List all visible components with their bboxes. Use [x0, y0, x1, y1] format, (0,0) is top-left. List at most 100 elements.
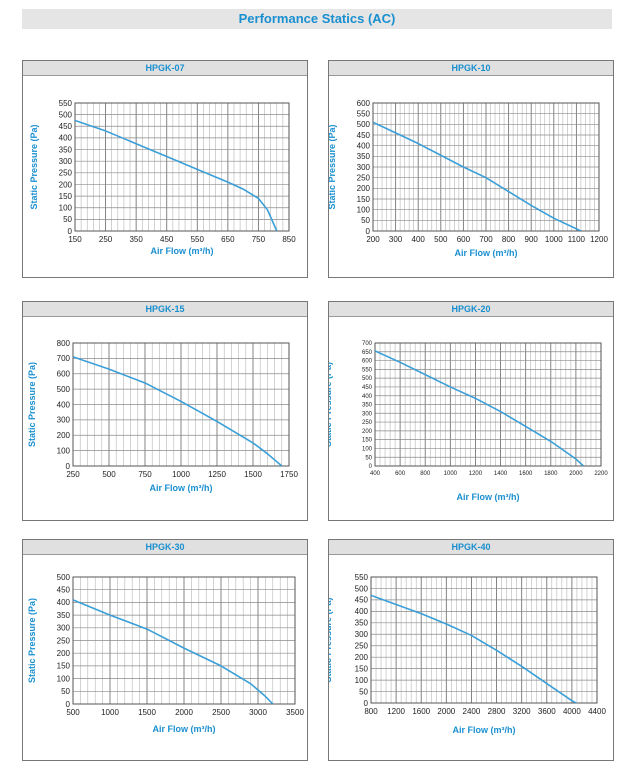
x-tick-label: 1000: [101, 708, 119, 717]
y-tick-label: 0: [66, 700, 71, 709]
y-tick-label: 500: [362, 376, 373, 382]
x-tick-label: 700: [479, 235, 493, 244]
y-tick-label: 150: [355, 664, 369, 673]
y-tick-label: 400: [355, 607, 369, 616]
x-tick-label: 800: [420, 471, 431, 477]
x-tick-label: 300: [389, 235, 403, 244]
y-tick-label: 300: [355, 630, 369, 639]
y-tick-label: 300: [59, 157, 73, 166]
x-tick-label: 4400: [588, 707, 606, 716]
x-tick-label: 2000: [437, 707, 455, 716]
x-tick-label: 250: [66, 470, 80, 479]
x-tick-label: 250: [99, 235, 113, 244]
x-axis-label: Air Flow (m³/h): [453, 725, 516, 735]
y-tick-label: 250: [362, 420, 373, 426]
x-tick-label: 1800: [544, 471, 558, 477]
y-tick-label: 600: [362, 359, 373, 365]
y-tick-label: 550: [355, 573, 369, 582]
y-tick-label: 550: [59, 99, 73, 108]
x-tick-label: 2400: [463, 707, 481, 716]
x-tick-label: 900: [525, 235, 539, 244]
y-tick-label: 150: [357, 195, 371, 204]
x-tick-label: 500: [102, 470, 116, 479]
y-tick-label: 350: [357, 152, 371, 161]
y-tick-label: 250: [357, 173, 371, 182]
y-tick-label: 300: [57, 416, 71, 425]
x-tick-label: 2200: [594, 471, 608, 477]
y-axis-label: Static Pressure (Pa): [329, 362, 333, 447]
x-tick-label: 1000: [172, 470, 190, 479]
y-tick-label: 450: [355, 596, 369, 605]
y-tick-label: 300: [357, 163, 371, 172]
y-tick-label: 300: [57, 624, 71, 633]
y-tick-label: 0: [66, 462, 71, 471]
chart-title: HPGK-20: [329, 302, 613, 317]
x-tick-label: 1600: [519, 471, 533, 477]
y-tick-label: 100: [59, 204, 73, 213]
series-line: [373, 121, 582, 231]
y-tick-label: 450: [362, 385, 373, 391]
x-tick-label: 500: [66, 708, 80, 717]
x-axis-label: Air Flow (m³/h): [457, 492, 520, 502]
x-tick-label: 1200: [590, 235, 608, 244]
y-tick-label: 50: [359, 687, 368, 696]
x-tick-label: 600: [395, 471, 406, 477]
x-tick-label: 1750: [280, 470, 298, 479]
series-line: [371, 594, 578, 703]
x-tick-label: 2000: [175, 708, 193, 717]
series-line: [75, 119, 278, 231]
plot-area: [74, 102, 290, 232]
y-tick-label: 250: [355, 642, 369, 651]
y-tick-label: 0: [364, 699, 369, 708]
y-tick-label: 500: [357, 120, 371, 129]
chart-panel-4: HPGK-20 0 50 100 150 200 250 300 350 400 450 500 55…: [328, 301, 614, 521]
y-tick-label: 350: [57, 611, 71, 620]
y-tick-label: 500: [355, 584, 369, 593]
plot-area: [72, 576, 296, 705]
x-tick-label: 400: [412, 235, 426, 244]
x-tick-label: 750: [252, 235, 266, 244]
x-tick-label: 1600: [412, 707, 430, 716]
x-tick-label: 1500: [244, 470, 262, 479]
chart-title: HPGK-07: [23, 61, 307, 76]
x-tick-label: 4000: [563, 707, 581, 716]
y-tick-label: 450: [59, 122, 73, 131]
y-tick-label: 400: [57, 598, 71, 607]
x-tick-label: 1400: [494, 471, 508, 477]
y-tick-label: 200: [355, 653, 369, 662]
y-tick-label: 550: [357, 109, 371, 118]
y-tick-label: 500: [59, 110, 73, 119]
y-tick-label: 150: [362, 438, 373, 444]
chart-panel-5: HPGK-30 0 50 100 150 200 250 300 350 400 450 500 50…: [22, 539, 308, 761]
y-tick-label: 150: [57, 662, 71, 671]
x-axis-label: Air Flow (m³/h): [455, 248, 518, 258]
y-tick-label: 700: [57, 354, 71, 363]
series-line: [73, 356, 283, 466]
y-tick-label: 550: [362, 367, 373, 373]
plot-area: [372, 102, 600, 232]
x-tick-label: 650: [221, 235, 235, 244]
chart-title: HPGK-40: [329, 540, 613, 555]
x-tick-label: 3500: [286, 708, 304, 717]
y-tick-label: 650: [362, 350, 373, 356]
x-tick-label: 3000: [249, 708, 267, 717]
x-tick-label: 1200: [469, 471, 483, 477]
y-axis-label: Static Pressure (Pa): [329, 124, 337, 209]
y-tick-label: 350: [59, 145, 73, 154]
x-tick-label: 1200: [387, 707, 405, 716]
plot-area: [374, 342, 602, 467]
x-tick-label: 150: [68, 235, 82, 244]
y-axis-label: Static Pressure (Pa): [27, 598, 37, 683]
chart-title: HPGK-15: [23, 302, 307, 317]
y-tick-label: 0: [369, 464, 373, 470]
y-tick-label: 100: [57, 446, 71, 455]
y-tick-label: 0: [366, 227, 371, 236]
chart-svg: 0 100 200 300 400 500 600 700 800 250 500 750 1000 12…: [27, 339, 298, 493]
x-tick-label: 600: [457, 235, 471, 244]
x-tick-label: 550: [191, 235, 205, 244]
y-tick-label: 400: [57, 400, 71, 409]
series-line: [375, 350, 584, 466]
y-tick-label: 400: [59, 134, 73, 143]
y-tick-label: 200: [57, 649, 71, 658]
